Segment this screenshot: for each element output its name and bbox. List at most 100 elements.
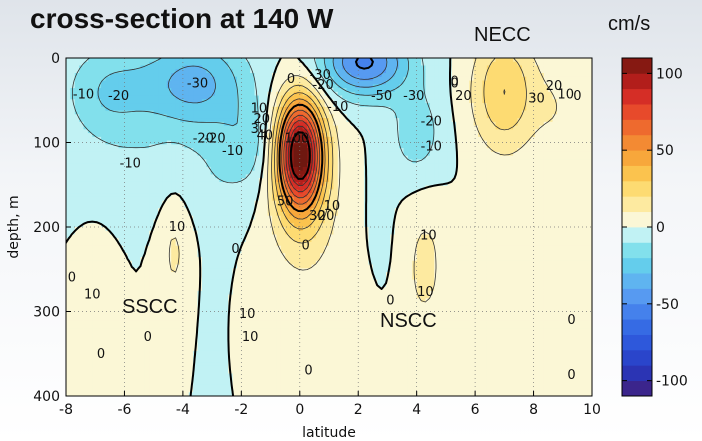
heatmap-cell [153,61,159,67]
heatmap-cell [298,193,304,198]
heatmap-cell [421,193,427,198]
heatmap-cell [359,163,365,168]
heatmap-cell [438,151,444,157]
heatmap-cell [587,151,592,157]
heatmap-cell [140,159,146,164]
heatmap-cell [193,114,199,119]
heatmap-cell [179,200,185,206]
heatmap-cell [530,204,536,209]
heatmap-cell [372,166,378,172]
heatmap-cell [193,73,199,78]
heatmap-cell [162,106,168,112]
heatmap-cell [399,133,405,138]
heatmap-cell [149,140,155,145]
heatmap-cell [456,58,462,63]
heatmap-cell [298,196,304,202]
heatmap-cell [87,208,93,213]
heatmap-cell [464,95,470,100]
heatmap-cell [578,178,584,183]
heatmap-cell [381,140,387,145]
heatmap-cell [359,155,365,160]
heatmap-cell [570,61,576,67]
heatmap-cell [372,73,378,78]
heatmap-cell [188,129,194,134]
heatmap-cell [508,88,514,93]
heatmap-cell [565,103,571,108]
heatmap-cell [201,65,207,70]
heatmap-cell [482,170,488,176]
heatmap-cell [254,208,260,213]
heatmap-cell [197,148,203,153]
heatmap-cell [298,178,304,183]
heatmap-cell [460,159,466,164]
heatmap-cell [258,88,264,93]
heatmap-cell [385,181,391,187]
heatmap-cell [109,99,115,104]
heatmap-cell [179,110,185,115]
heatmap-cell [311,58,317,63]
heatmap-cell [556,103,562,108]
heatmap-cell [543,95,549,100]
heatmap-cell [399,106,405,112]
heatmap-cell [263,155,269,160]
heatmap-cell [114,103,120,108]
heatmap-cell [101,95,107,100]
heatmap-cell [267,166,273,172]
heatmap-cell [74,200,80,206]
heatmap-cell [456,155,462,160]
heatmap-cell [442,174,448,179]
heatmap-cell [127,163,133,168]
heatmap-cell [543,208,549,213]
heatmap-cell [79,185,85,191]
heatmap-cell [473,174,479,179]
heatmap-cell [425,196,431,202]
heatmap-cell [333,88,339,93]
heatmap-cell [179,61,185,67]
heatmap-cell [219,73,225,78]
heatmap-cell [447,148,453,153]
heatmap-cell [350,125,356,130]
heatmap-cell [482,121,488,127]
heatmap-cell [530,103,536,108]
heatmap-cell [263,170,269,176]
heatmap-cell [136,208,142,213]
heatmap-cell [285,103,291,108]
heatmap-cell [83,166,89,172]
heatmap-cell [171,189,177,194]
heatmap-cell [293,185,299,191]
heatmap-cell [127,58,133,63]
heatmap-cell [390,80,396,85]
heatmap-cell [131,69,137,74]
heatmap-cell [482,166,488,172]
heatmap-cell [508,163,514,168]
heatmap-cell [307,170,313,176]
heatmap-cell [241,163,247,168]
heatmap-cell [535,181,540,187]
heatmap-cell [245,121,251,127]
heatmap-cell [350,114,356,119]
heatmap-cell [359,148,365,153]
heatmap-cell [337,103,343,108]
heatmap-cell [215,69,221,74]
heatmap-cell [574,155,580,160]
heatmap-cell [293,76,299,82]
heatmap-cell [508,185,514,191]
heatmap-cell [315,65,321,70]
heatmap-cell [346,129,352,134]
heatmap-cell [469,118,475,123]
heatmap-cell [329,174,334,179]
heatmap-cell [526,178,532,183]
heatmap-cell [96,80,102,85]
heatmap-cell [232,181,238,187]
heatmap-cell [548,196,554,202]
heatmap-cell [149,204,155,209]
heatmap-cell [149,69,155,74]
heatmap-cell [399,170,405,176]
heatmap-cell [434,76,440,82]
heatmap-cell [495,76,501,82]
heatmap-cell [552,136,558,142]
heatmap-cell [561,65,567,70]
heatmap-cell [456,170,462,176]
heatmap-cell [399,65,405,70]
heatmap-cell [385,99,391,104]
